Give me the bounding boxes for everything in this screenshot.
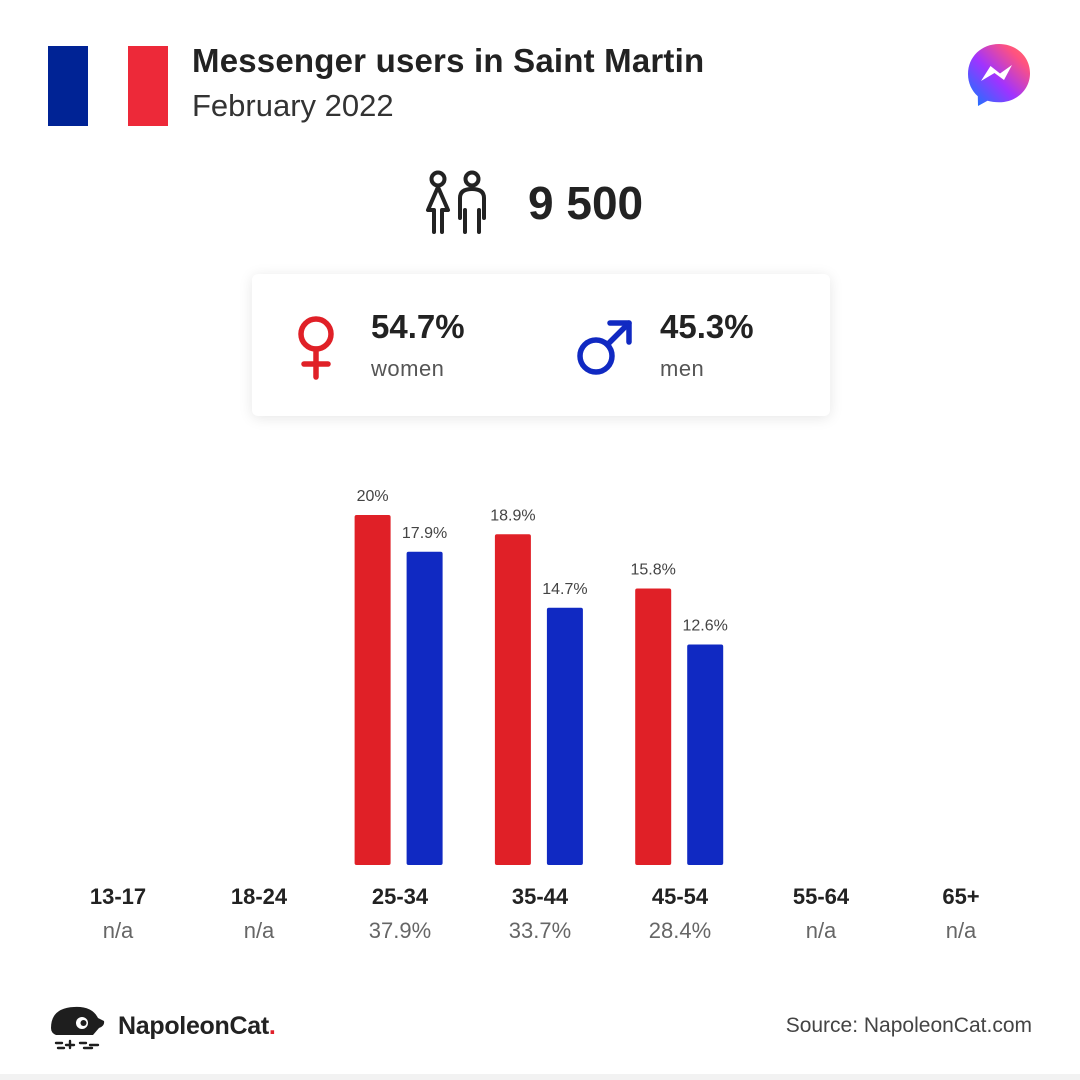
- age-group-label: 65+: [942, 884, 980, 909]
- total-users: 9 500: [420, 170, 643, 236]
- age-group-55-64: 55-64 n/a: [751, 884, 891, 944]
- age-group-total: n/a: [102, 918, 134, 943]
- bar-label-women-45-54: 15.8%: [631, 562, 676, 579]
- brand-name: NapoleonCat.: [118, 1012, 276, 1041]
- age-group-label: 13-17: [89, 884, 147, 909]
- age-group-65-plus: 65+ n/a: [891, 884, 1031, 944]
- age-group-total: 28.4%: [648, 918, 712, 943]
- page-subtitle: February 2022: [192, 88, 394, 123]
- age-group-label: 18-24: [230, 884, 288, 909]
- flag-stripe-blue: [48, 46, 88, 126]
- bar-label-men-45-54: 12.6%: [683, 618, 728, 635]
- age-group-13-17: 13-17 n/a: [48, 884, 188, 944]
- female-symbol-icon: [298, 316, 334, 380]
- brand-dot: .: [268, 1011, 276, 1040]
- flag-stripe-red: [128, 46, 168, 126]
- page-title: Messenger users in Saint Martin: [192, 42, 705, 79]
- age-group-18-24: 18-24 n/a: [189, 884, 329, 944]
- age-group-total: n/a: [945, 918, 977, 943]
- age-group-label: 55-64: [792, 884, 850, 909]
- country-flag: [48, 46, 168, 126]
- bar-men-45-54: [687, 644, 724, 865]
- women-label: women: [371, 356, 445, 381]
- bar-men-25-34: [406, 551, 443, 865]
- total-users-value: 9 500: [528, 177, 644, 229]
- age-group-25-34: 25-34 37.9%: [330, 884, 470, 944]
- age-group-label: 45-54: [651, 884, 709, 909]
- gender-split-card: 54.7% women 45.3% men: [252, 274, 830, 416]
- bar-label-women-35-44: 18.9%: [490, 507, 535, 524]
- bar-women-35-44: [494, 534, 531, 865]
- age-group-35-44: 35-44 33.7%: [470, 884, 610, 944]
- age-group-total: n/a: [805, 918, 837, 943]
- age-group-label: 25-34: [371, 884, 429, 909]
- messenger-icon: [968, 44, 1030, 106]
- men-percentage: 45.3%: [660, 308, 754, 345]
- men-label: men: [660, 356, 705, 381]
- bar-women-45-54: [635, 588, 672, 865]
- age-group-total: 33.7%: [508, 918, 572, 943]
- bar-women-25-34: [354, 515, 391, 865]
- people-icon: [426, 170, 486, 234]
- age-group-total: n/a: [243, 918, 275, 943]
- flag-stripe-white: [88, 46, 128, 126]
- source-credit: Source: NapoleonCat.com: [785, 1014, 1032, 1037]
- male-symbol-icon: [577, 320, 632, 375]
- age-group-total: 37.9%: [368, 918, 432, 943]
- age-group-label: 35-44: [511, 884, 569, 909]
- bar-label-men-25-34: 17.9%: [402, 525, 447, 542]
- bottom-strip: [0, 1074, 1080, 1080]
- women-percentage: 54.7%: [371, 308, 465, 345]
- bar-label-women-25-34: 20%: [357, 488, 389, 505]
- brand-name-text: NapoleonCat: [118, 1011, 269, 1040]
- bar-men-35-44: [546, 607, 583, 865]
- age-group-45-54: 45-54 28.4%: [610, 884, 750, 944]
- napoleoncat-icon: [51, 1006, 105, 1050]
- bar-label-men-35-44: 14.7%: [542, 581, 587, 598]
- brand: NapoleonCat.: [48, 1002, 276, 1050]
